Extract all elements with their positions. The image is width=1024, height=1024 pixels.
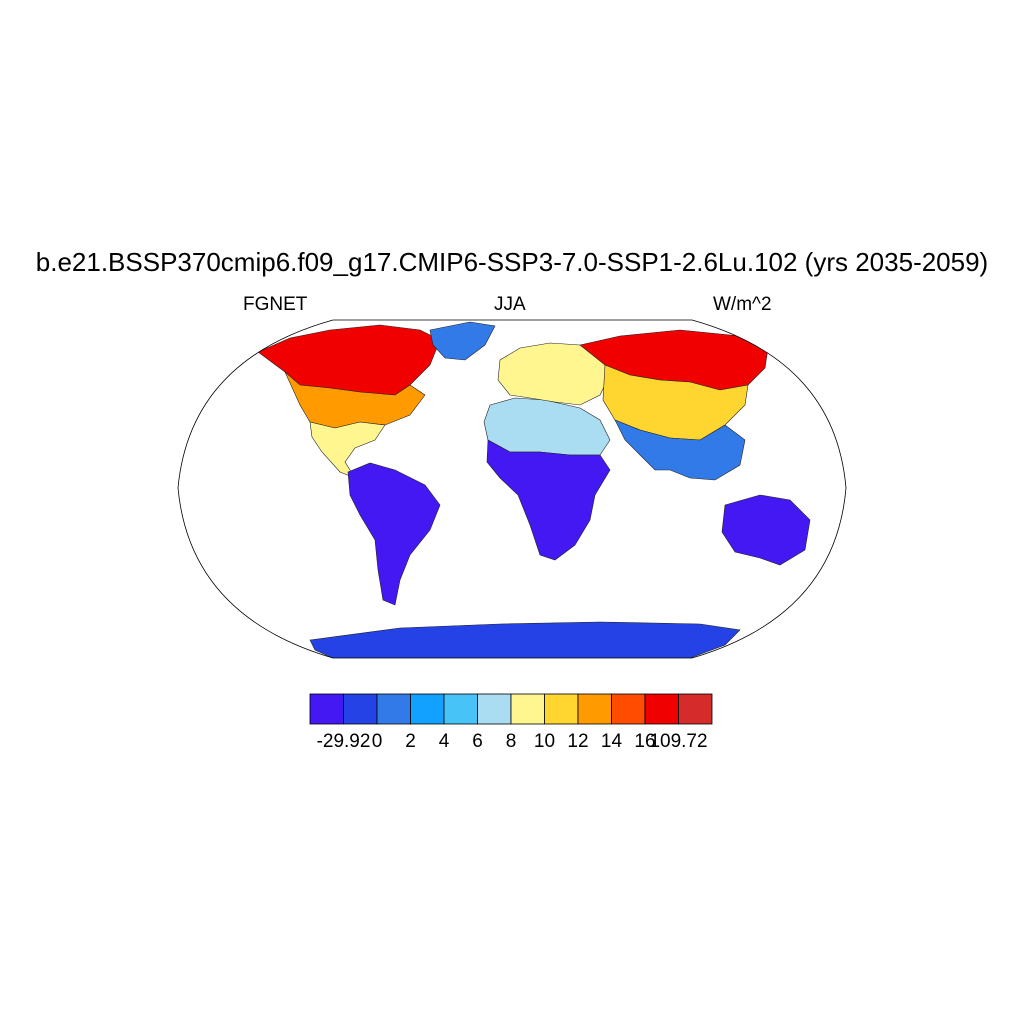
land-region xyxy=(309,621,741,658)
land-region xyxy=(497,342,611,406)
colorbar-tick-label: 8 xyxy=(505,731,517,752)
land-region xyxy=(614,419,746,481)
colorbar-tick-label: 4 xyxy=(438,731,450,752)
land-region xyxy=(347,462,441,606)
colorbar-tick-label: 14 xyxy=(600,731,623,752)
colorbar-tick-label: 16 xyxy=(634,731,656,752)
colorbar-swatch xyxy=(376,693,411,725)
land-region xyxy=(486,439,611,561)
variable-label: FGNET xyxy=(243,294,308,315)
colorbar-tick-label: 12 xyxy=(567,731,589,752)
colorbar-swatch xyxy=(678,693,713,725)
colorbar-tick-label: 109.72 xyxy=(649,731,708,752)
colorbar-swatch xyxy=(343,693,378,725)
colorbar-swatch xyxy=(510,693,545,725)
land-region xyxy=(429,321,496,361)
colorbar-swatch xyxy=(611,693,646,725)
land-region xyxy=(721,494,811,566)
colorbar-tick-label: -29.92 xyxy=(316,731,371,752)
colorbar-swatch xyxy=(309,693,344,725)
colorbar-swatch xyxy=(477,693,512,725)
colorbar-swatch xyxy=(644,693,679,725)
colorbar-tick-label: 0 xyxy=(371,731,383,752)
colorbar-swatch xyxy=(577,693,612,725)
colorbar-swatch xyxy=(544,693,579,725)
plot-title: b.e21.BSSP370cmip6.f09_g17.CMIP6-SSP3-7.… xyxy=(35,247,989,277)
colorbar-swatch xyxy=(410,693,445,725)
land-region xyxy=(309,421,386,479)
colorbar-tick-label: 10 xyxy=(533,731,556,752)
units-label: W/m^2 xyxy=(713,294,772,315)
colorbar-tick-label: 2 xyxy=(405,731,416,752)
globe-outline xyxy=(177,319,847,659)
season-label: JJA xyxy=(494,294,526,315)
colorbar-swatch xyxy=(443,693,478,725)
colorbar-tick-label: 6 xyxy=(472,731,483,752)
